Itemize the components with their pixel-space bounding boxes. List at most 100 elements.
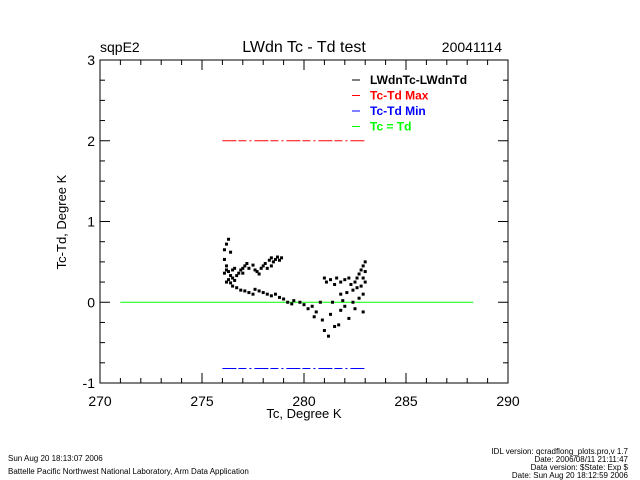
x-axis-label: Tc, Degree K [266, 406, 341, 421]
site-label: sqpE2 [100, 39, 140, 55]
data-point [351, 288, 355, 292]
data-point [227, 237, 231, 241]
data-point [263, 261, 267, 265]
data-point [229, 281, 233, 285]
data-point [353, 307, 357, 311]
data-point [318, 300, 322, 304]
data-point [310, 304, 314, 308]
data-point [361, 276, 365, 280]
footer-data-version: Data version: $State: Exp $ [530, 463, 628, 472]
data-point [237, 271, 241, 275]
x-tick-label: 290 [496, 393, 520, 409]
data-point [241, 266, 245, 270]
footer-timestamp: Sun Aug 20 18:13:07 2006 [8, 454, 103, 463]
data-point [257, 289, 261, 293]
data-point [224, 280, 228, 284]
data-point [355, 286, 359, 290]
data-point [312, 315, 316, 319]
data-point [345, 291, 349, 295]
data-point [286, 300, 290, 304]
data-point [229, 274, 233, 278]
data-point [229, 250, 233, 254]
data-point [278, 258, 282, 262]
data-point [361, 292, 365, 296]
footer-version-info: IDL version: qcradflong_plots.pro,v 1.7 … [491, 448, 628, 480]
data-point [292, 299, 296, 303]
data-point [343, 278, 347, 282]
data-point [343, 304, 347, 308]
data-point [269, 256, 273, 260]
data-point [320, 318, 324, 322]
data-point [298, 300, 302, 304]
legend-label: Tc-Td Min [370, 104, 426, 118]
data-point [333, 282, 337, 286]
y-tick-label: 2 [87, 133, 95, 149]
legend-label: LWdnTc-LWdnTd [370, 73, 467, 87]
data-point [361, 310, 365, 314]
data-point [329, 312, 333, 316]
data-point [265, 266, 269, 270]
data-point [243, 264, 247, 268]
data-point [222, 257, 226, 261]
footer-lab: Battelle Pacific Northwest National Labo… [8, 467, 249, 476]
data-point [363, 280, 367, 284]
x-tick-label: 285 [394, 393, 418, 409]
data-point [326, 334, 330, 338]
data-point [261, 264, 265, 268]
data-point [239, 268, 243, 272]
data-point [282, 297, 286, 301]
data-point [222, 271, 226, 275]
data-point [339, 292, 343, 296]
chart-title: LWdn Tc - Td test [242, 39, 366, 56]
data-point [253, 268, 257, 272]
data-point [269, 294, 273, 298]
legend-label: Tc-Td Max [370, 89, 429, 103]
data-point [245, 261, 249, 265]
data-point [239, 288, 243, 292]
data-point [265, 292, 269, 296]
data-point [278, 295, 282, 299]
data-point [302, 303, 306, 307]
y-tick-label: -1 [83, 375, 96, 391]
footer-idl-version: IDL version: qcradflong_plots.pro,v 1.7 [491, 447, 628, 456]
data-point [333, 324, 337, 328]
data-point [224, 264, 228, 268]
plot-frame [99, 59, 509, 384]
footer-code-date: Date: 2006/08/11 21:11:47 [534, 455, 628, 464]
data-point [347, 276, 351, 280]
y-axis-label: Tc-Td, Degree K [54, 174, 69, 269]
data-point [224, 242, 228, 246]
data-point [224, 268, 228, 272]
data-point [322, 329, 326, 333]
data-point [257, 272, 261, 276]
data-point [261, 291, 265, 295]
data-point [233, 278, 237, 282]
legend-label: Tc = Td [370, 120, 411, 134]
data-point [235, 274, 239, 278]
data-point [306, 307, 310, 311]
data-point [322, 276, 326, 280]
data-point [363, 260, 367, 264]
data-point [357, 272, 361, 276]
data-point [329, 278, 333, 282]
data-point [231, 284, 235, 288]
data-point [339, 308, 343, 312]
data-point [247, 291, 251, 295]
data-point [233, 266, 237, 270]
data-point [331, 300, 335, 304]
data-point [255, 270, 259, 274]
y-tick-label: 0 [87, 294, 95, 310]
data-point [280, 256, 284, 260]
data-point [357, 296, 361, 300]
data-point [271, 260, 275, 264]
data-point [353, 280, 357, 284]
data-point [243, 289, 247, 293]
data-point [273, 292, 277, 296]
data-point [235, 286, 239, 290]
data-point [247, 266, 251, 270]
data-point [251, 292, 255, 296]
data-point [337, 323, 341, 327]
data-point [251, 263, 255, 267]
data-point [341, 299, 345, 303]
